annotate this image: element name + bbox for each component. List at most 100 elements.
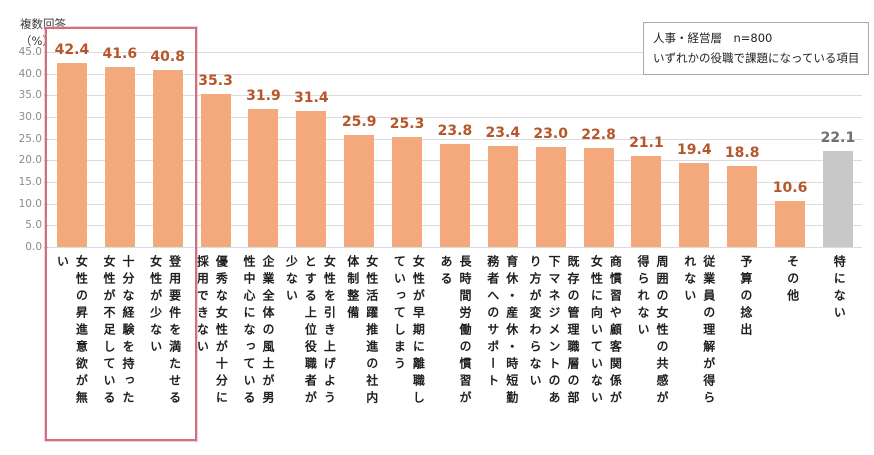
bar	[583, 148, 614, 247]
bar-slot: 23.0	[527, 52, 575, 247]
y-axis-tick-label: 0.0	[25, 241, 42, 253]
bar	[631, 155, 662, 247]
y-axis-tick-label: 45.0	[18, 46, 42, 58]
bar	[822, 151, 853, 247]
legend-line-2: いずれかの役職で課題になっている項目	[653, 50, 860, 65]
bar-value-label: 19.4	[677, 141, 712, 158]
x-axis-label: 予算の捻出	[722, 255, 769, 340]
x-axis-label-text: 特にない	[832, 255, 847, 323]
bar	[104, 66, 135, 247]
bar-slot: 23.8	[431, 52, 479, 247]
x-axis-label: 既存の管理職層の部 下マネジメントのあ り方が変わらない	[525, 255, 582, 408]
bar-slot: 35.3	[192, 52, 240, 247]
bar-slot: 10.6	[766, 52, 814, 247]
x-axis-label-text: 既存の管理職層の部 下マネジメントのあ り方が変わらない	[528, 255, 581, 408]
bar-slot: 25.9	[335, 52, 383, 247]
x-axis-label: その他	[769, 255, 816, 306]
x-axis-label: 女性が早期に離職し ていってしまう	[385, 255, 432, 408]
y-axis-tick-label: 10.0	[18, 197, 42, 210]
y-axis-tick-label: 15.0	[18, 176, 42, 188]
bar	[439, 143, 470, 247]
x-axis-label: 特にない	[815, 255, 862, 323]
bar	[535, 147, 566, 247]
bar-slot: 42.4	[48, 42, 96, 247]
bar-slot: 21.1	[623, 52, 671, 247]
x-axis-label: 優秀な女性が十分に 採用できない	[188, 255, 235, 408]
x-axis-label-text: 従業員の理解が得ら れない	[682, 255, 716, 408]
y-axis-tick-label: 30.0	[18, 111, 42, 123]
x-axis-label-text: 企業全体の風土が男 性中心になっている	[242, 255, 276, 408]
bars-container: 42.4 41.6 40.8 35.3 31.9 31.4 25.9 25.3 23.8 23.4…	[48, 42, 862, 247]
bar-value-label: 42.4	[54, 42, 90, 59]
y-axis-tick-label: 40.0	[18, 67, 42, 80]
bar-slot: 25.3	[383, 52, 431, 247]
gridline	[48, 117, 862, 118]
x-axis-label-text: 予算の捻出	[738, 255, 753, 340]
x-axis-label-text: 登用要件を満たせる 女性が少ない	[148, 255, 182, 408]
legend-line-1: 人事・経営層 n=800	[653, 31, 773, 45]
x-axis-label-text: 周囲の女性の共感が 得られない	[636, 255, 670, 408]
bar-value-label: 23.8	[437, 122, 473, 139]
y-axis-tick-label: 5.0	[25, 219, 42, 232]
x-axis-label-text: 育休・産休・時短勤 務者へのサポート	[485, 255, 519, 408]
gridline	[48, 138, 862, 140]
x-axis-label-text: 十分な経験を持った 女性が不足している	[102, 255, 135, 408]
x-axis-label-text: 長時間労働の慣習が ある	[439, 255, 473, 408]
x-axis-label: 従業員の理解が得ら れない	[675, 255, 722, 408]
bar	[679, 162, 710, 247]
x-axis-label-text: 女性活躍推進の社内 体制整備	[345, 255, 379, 408]
gridline	[48, 95, 862, 97]
y-axis-tickmark	[44, 247, 48, 248]
bar	[56, 63, 87, 247]
x-axis-label: 育休・産休・時短勤 務者へのサポート	[478, 255, 525, 408]
y-axis-tick-label: 25.0	[18, 132, 42, 145]
x-axis-label-text: 商慣習や顧客関係が 女性に向いていない	[589, 255, 623, 408]
bar	[200, 94, 231, 247]
bar	[392, 137, 423, 247]
bar-value-label: 22.8	[581, 127, 616, 144]
y-axis-tick-label: 20.0	[18, 154, 42, 167]
bar-value-label: 23.0	[533, 126, 568, 143]
bar-slot: 31.4	[287, 52, 335, 247]
bar-slot: 18.8	[718, 52, 766, 247]
gridline	[48, 247, 862, 248]
bar-value-label: 25.3	[389, 116, 425, 133]
bar-slot: 22.1	[814, 52, 862, 247]
x-axis-label: 長時間労働の慣習が ある	[432, 255, 479, 408]
bar	[296, 110, 327, 247]
bar	[344, 134, 375, 247]
bar	[487, 145, 518, 247]
x-axis-label: 登用要件を満たせる 女性が少ない	[141, 255, 188, 408]
bar-value-label: 22.1	[820, 130, 856, 147]
x-axis-label-text: その他	[785, 255, 800, 306]
bar-slot: 22.8	[575, 52, 623, 247]
bar-slot: 23.4	[479, 52, 527, 247]
gridline	[48, 52, 862, 53]
x-axis-label: 商慣習や顧客関係が 女性に向いていない	[582, 255, 629, 408]
x-axis-label: 十分な経験を持った 女性が不足している	[95, 255, 142, 408]
bar-value-label: 40.8	[150, 49, 185, 66]
x-axis-label: 企業全体の風土が男 性中心になっている	[235, 255, 282, 408]
x-axis-label: 周囲の女性の共感が 得られない	[629, 255, 676, 408]
x-axis-label-text: 女性が早期に離職し ていってしまう	[392, 255, 426, 408]
bar	[775, 201, 806, 247]
bar-value-label: 31.9	[246, 87, 281, 104]
bar-slot: 31.9	[240, 52, 288, 247]
x-axis-label-text: 女性の昇進意欲が無 い	[55, 255, 89, 408]
bar-slot: 40.8	[144, 49, 192, 247]
bar	[727, 165, 758, 247]
bar-slot: 41.6	[96, 46, 144, 247]
bar	[248, 108, 279, 247]
bar-slot: 19.4	[670, 52, 718, 247]
x-axis-label-text: 女性を引き上げよう とする上位役職者が 少ない	[284, 255, 337, 408]
x-axis-label: 女性を引き上げよう とする上位役職者が 少ない	[281, 255, 338, 408]
gridline	[48, 73, 862, 75]
bar-value-label: 21.1	[629, 134, 664, 151]
bar-value-label: 35.3	[198, 73, 233, 90]
y-axis-tick-label: 35.0	[18, 89, 42, 102]
bar-value-label: 23.4	[485, 124, 521, 141]
bar-value-label: 41.6	[102, 45, 138, 62]
legend-box: 人事・経営層 n=800 いずれかの役職で課題になっている項目	[643, 22, 870, 76]
bar-value-label: 10.6	[772, 180, 808, 197]
